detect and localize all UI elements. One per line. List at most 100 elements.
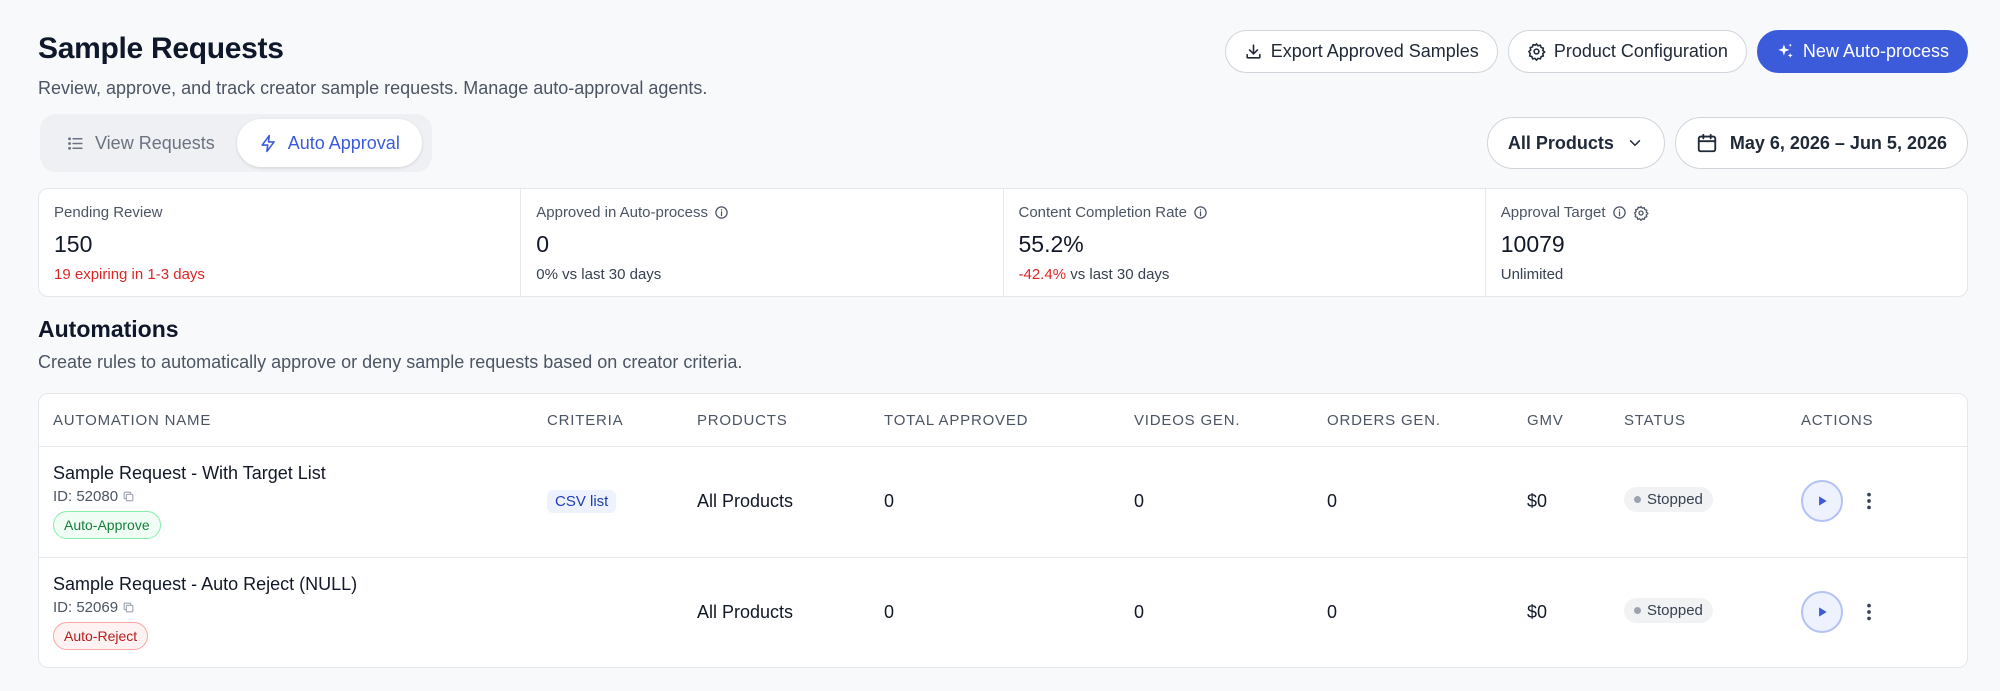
- status-dot: [1634, 496, 1641, 503]
- column-header: Orders Gen.: [1327, 412, 1441, 429]
- export-label: Export Approved Samples: [1270, 41, 1479, 61]
- header-actions: Export Approved Samples Product Configur…: [1224, 30, 1968, 73]
- stat-sub-highlight: -42.4%: [1018, 266, 1067, 283]
- export-approved-samples-button[interactable]: Export Approved Samples: [1224, 30, 1498, 73]
- automations-subtitle: Create rules to automatically approve or…: [38, 352, 743, 372]
- videos-gen-cell: 0: [1134, 491, 1145, 511]
- view-tabs: View Requests Auto Approval: [40, 114, 432, 172]
- column-header: Products: [697, 412, 788, 429]
- stat-value: 10079: [1500, 231, 1565, 257]
- stat-pending-review: Pending Review 150 19 expiring in 1-3 da…: [39, 189, 522, 296]
- stat-label-text: Pending Review: [54, 204, 163, 221]
- play-icon: [1819, 607, 1827, 617]
- stat-label-text: Approval Target: [1500, 204, 1606, 221]
- tab-view-requests[interactable]: View Requests: [44, 119, 237, 167]
- info-icon[interactable]: [1612, 205, 1627, 220]
- stat-label: Approval Target: [1501, 204, 1952, 221]
- automation-id: ID: 52069: [53, 599, 357, 616]
- more-actions-button[interactable]: [1857, 600, 1881, 624]
- date-range-picker[interactable]: May 6, 2026 – Jun 5, 2026: [1674, 117, 1968, 169]
- info-icon[interactable]: [1193, 205, 1208, 220]
- orders-gen-cell: 0: [1327, 491, 1338, 511]
- stat-sub-highlight: 19 expiring in 1-3 days: [54, 266, 205, 283]
- actions-cell: [1801, 480, 1881, 522]
- table-row[interactable]: Sample Request - With Target List ID: 52…: [39, 447, 1967, 558]
- info-icon[interactable]: [714, 205, 729, 220]
- stat-sub: 19 expiring in 1-3 days: [54, 266, 505, 283]
- total-approved-cell: 0: [884, 491, 895, 511]
- status-badge: Stopped: [1624, 598, 1713, 623]
- list-icon: [68, 136, 83, 150]
- page-header: Sample Requests Review, approve, and tra…: [38, 32, 707, 99]
- stat-value: 150: [54, 231, 93, 257]
- auto-reject-badge: Auto-Reject: [53, 622, 149, 650]
- tab-auto-approval[interactable]: Auto Approval: [236, 119, 422, 167]
- status-badge: Stopped: [1624, 487, 1713, 512]
- criteria-cell: CSV list: [547, 490, 617, 513]
- copy-icon[interactable]: [122, 490, 135, 503]
- gmv-cell: $0: [1527, 602, 1548, 622]
- stats-cards: Pending Review 150 19 expiring in 1-3 da…: [38, 188, 1968, 297]
- automation-id-text: ID: 52080: [53, 488, 119, 505]
- stat-sub-text: vs last 30 days: [1070, 266, 1170, 283]
- filters: All Products May 6, 2026 – Jun 5, 2026: [1486, 117, 1968, 169]
- stat-sub: 0% vs last 30 days: [536, 266, 662, 283]
- stat-sub: Unlimited: [1500, 266, 1564, 283]
- status-dot: [1634, 607, 1641, 614]
- gear-icon[interactable]: [1633, 205, 1649, 221]
- stat-value: 0: [536, 231, 550, 257]
- total-approved-cell: 0: [884, 602, 895, 622]
- sparkle-icon: [1778, 43, 1793, 58]
- play-icon: [1819, 496, 1827, 506]
- column-header: Status: [1624, 412, 1686, 429]
- gear-icon: [1527, 42, 1546, 61]
- actions-cell: [1801, 591, 1881, 633]
- products-cell: All Products: [697, 491, 794, 511]
- tab-auto-approval-label: Auto Approval: [287, 132, 400, 153]
- automation-name[interactable]: Sample Request - Auto Reject (NULL): [53, 574, 358, 594]
- column-header: Actions: [1801, 412, 1874, 429]
- column-header: Criteria: [547, 412, 624, 429]
- orders-gen-cell: 0: [1327, 602, 1338, 622]
- automation-id-text: ID: 52069: [53, 599, 119, 616]
- column-header: Total Approved: [884, 412, 1029, 429]
- copy-icon[interactable]: [122, 601, 135, 614]
- run-button[interactable]: [1801, 480, 1843, 522]
- more-actions-button[interactable]: [1857, 489, 1881, 513]
- stat-approved-auto: Approved in Auto-process 0 0% vs last 30…: [521, 189, 1004, 296]
- status-text: Stopped: [1647, 491, 1703, 508]
- stat-value: 55.2%: [1018, 231, 1084, 257]
- run-button[interactable]: [1801, 591, 1843, 633]
- column-header: Videos Gen.: [1134, 412, 1241, 429]
- table-header: Automation Name Criteria Products Total …: [39, 394, 1967, 447]
- date-range-label: May 6, 2026 – Jun 5, 2026: [1729, 132, 1947, 153]
- calendar-icon: [1697, 133, 1717, 153]
- stat-sub: -42.4% vs last 30 days: [1019, 266, 1470, 283]
- more-vertical-icon: [1867, 492, 1871, 510]
- product-configuration-button[interactable]: Product Configuration: [1507, 30, 1747, 73]
- products-cell: All Products: [697, 602, 794, 622]
- new-auto-process-button[interactable]: New Auto-process: [1756, 30, 1968, 73]
- chevron-down-icon: [1629, 140, 1641, 146]
- gmv-cell: $0: [1527, 491, 1548, 511]
- videos-gen-cell: 0: [1134, 602, 1145, 622]
- automation-name-cell: Sample Request - Auto Reject (NULL) ID: …: [53, 574, 357, 650]
- config-label: Product Configuration: [1553, 41, 1728, 61]
- stat-label: Content Completion Rate: [1019, 204, 1470, 221]
- column-header: GMV: [1527, 412, 1564, 429]
- status-cell: Stopped: [1624, 598, 1713, 623]
- stat-content-completion: Content Completion Rate 55.2% -42.4% vs …: [1004, 189, 1486, 296]
- stat-label-text: Content Completion Rate: [1018, 204, 1187, 221]
- new-label: New Auto-process: [1802, 41, 1949, 61]
- automations-table: Automation Name Criteria Products Total …: [38, 393, 1968, 668]
- stat-approval-target: Approval Target 10079 Unlimited: [1486, 189, 1967, 296]
- page-subtitle: Review, approve, and track creator sampl…: [38, 78, 708, 98]
- more-vertical-icon: [1867, 603, 1871, 621]
- tab-view-requests-label: View Requests: [95, 132, 215, 153]
- products-filter-label: All Products: [1507, 132, 1614, 153]
- automation-name-cell: Sample Request - With Target List ID: 52…: [53, 463, 326, 539]
- products-filter-dropdown[interactable]: All Products: [1486, 117, 1665, 169]
- stat-label: Approved in Auto-process: [536, 204, 987, 221]
- table-row[interactable]: Sample Request - Auto Reject (NULL) ID: …: [39, 558, 1967, 667]
- automation-name[interactable]: Sample Request - With Target List: [53, 463, 326, 483]
